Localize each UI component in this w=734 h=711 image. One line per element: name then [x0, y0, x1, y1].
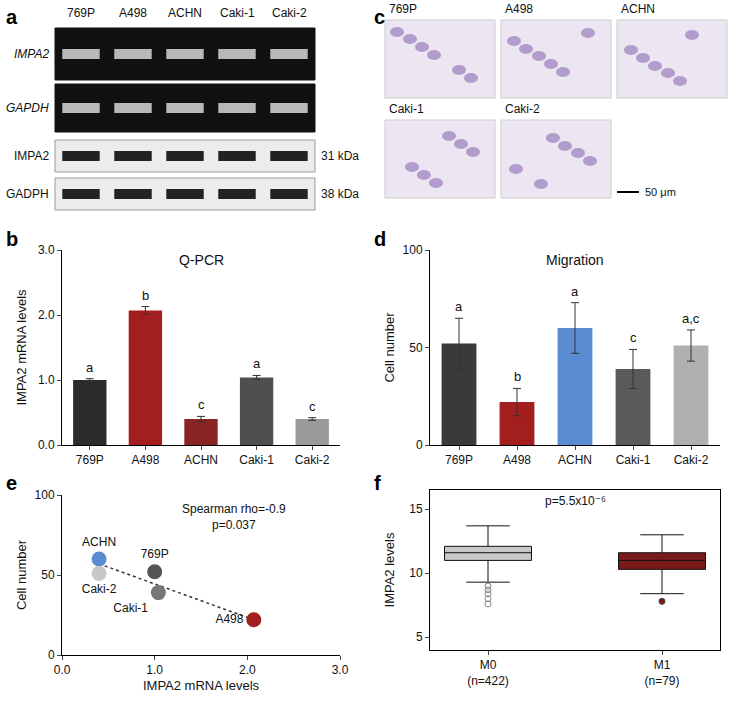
- svg-text:f: f: [374, 472, 381, 494]
- svg-text:a: a: [253, 356, 261, 371]
- svg-text:c: c: [198, 397, 205, 412]
- svg-text:b: b: [6, 228, 18, 250]
- svg-text:b: b: [142, 288, 149, 303]
- svg-text:Caki-2: Caki-2: [674, 453, 709, 467]
- svg-text:a: a: [571, 284, 579, 299]
- svg-text:Caki-1: Caki-1: [616, 453, 651, 467]
- svg-text:38 kDa: 38 kDa: [321, 187, 359, 201]
- svg-text:2.0: 2.0: [38, 308, 55, 322]
- svg-text:A498: A498: [119, 6, 147, 20]
- svg-text:769P: 769P: [67, 6, 95, 20]
- svg-text:3.0: 3.0: [38, 243, 55, 257]
- svg-text:Caki-1: Caki-1: [113, 601, 148, 615]
- svg-text:769P: 769P: [389, 2, 417, 16]
- svg-text:0: 0: [416, 438, 423, 452]
- svg-text:Caki-1: Caki-1: [220, 6, 255, 20]
- svg-text:e: e: [6, 472, 17, 494]
- svg-text:ACHN: ACHN: [82, 535, 116, 549]
- svg-text:Spearman rho=-0.9: Spearman rho=-0.9: [182, 502, 286, 516]
- svg-text:b: b: [514, 369, 521, 384]
- svg-text:IMPA2 levels: IMPA2 levels: [382, 532, 397, 607]
- svg-text:GAPDH: GAPDH: [6, 101, 49, 115]
- svg-text:Cell number: Cell number: [382, 312, 397, 383]
- svg-text:IMPA2 mRNA levels: IMPA2 mRNA levels: [143, 678, 260, 693]
- svg-text:c: c: [630, 330, 637, 345]
- svg-text:GADPH: GADPH: [6, 187, 49, 201]
- svg-text:c: c: [309, 399, 316, 414]
- svg-text:10: 10: [409, 566, 423, 580]
- svg-text:M1(n=79): M1(n=79): [644, 658, 679, 688]
- svg-text:a,c: a,c: [682, 311, 700, 326]
- svg-text:p=0.037: p=0.037: [212, 518, 256, 532]
- svg-text:ACHN: ACHN: [168, 6, 202, 20]
- svg-text:0.0: 0.0: [38, 438, 55, 452]
- svg-text:Q-PCR: Q-PCR: [179, 252, 224, 268]
- svg-text:M0(n=422): M0(n=422): [467, 658, 509, 688]
- svg-text:IMPA2 mRNA levels: IMPA2 mRNA levels: [14, 289, 29, 406]
- svg-text:Migration: Migration: [546, 252, 604, 268]
- svg-text:100: 100: [403, 243, 423, 257]
- svg-text:50: 50: [41, 568, 55, 582]
- svg-text:Caki-2: Caki-2: [505, 102, 540, 116]
- svg-text:ACHN: ACHN: [621, 2, 655, 16]
- svg-text:31 kDa: 31 kDa: [321, 149, 359, 163]
- svg-text:a: a: [455, 299, 463, 314]
- svg-text:Caki-2: Caki-2: [82, 582, 117, 596]
- svg-text:Cell number: Cell number: [14, 539, 29, 610]
- svg-text:50 μm: 50 μm: [645, 186, 676, 198]
- svg-text:a: a: [86, 360, 94, 375]
- svg-text:100: 100: [35, 488, 55, 502]
- svg-text:A498: A498: [503, 453, 531, 467]
- svg-text:1.0: 1.0: [146, 663, 163, 677]
- svg-text:ACHN: ACHN: [558, 453, 592, 467]
- svg-text:a: a: [6, 6, 18, 28]
- svg-text:5: 5: [416, 630, 423, 644]
- svg-text:Caki-2: Caki-2: [295, 453, 330, 467]
- svg-text:IMPA2: IMPA2: [14, 47, 49, 61]
- svg-text:1.0: 1.0: [38, 373, 55, 387]
- svg-text:c: c: [374, 6, 385, 28]
- svg-text:A498: A498: [215, 612, 243, 626]
- svg-text:769P: 769P: [76, 453, 104, 467]
- svg-text:Caki-1: Caki-1: [239, 453, 274, 467]
- svg-text:A498: A498: [505, 2, 533, 16]
- svg-text:Caki-1: Caki-1: [389, 102, 424, 116]
- svg-text:769P: 769P: [445, 453, 473, 467]
- svg-text:15: 15: [409, 502, 423, 516]
- svg-text:Caki-2: Caki-2: [272, 6, 307, 20]
- svg-text:IMPA2: IMPA2: [14, 149, 49, 163]
- svg-text:0: 0: [48, 648, 55, 662]
- svg-text:3.0: 3.0: [332, 663, 349, 677]
- svg-text:0.0: 0.0: [54, 663, 71, 677]
- svg-text:50: 50: [409, 341, 423, 355]
- svg-text:p=5.5x10⁻⁶: p=5.5x10⁻⁶: [545, 494, 606, 508]
- svg-text:2.0: 2.0: [239, 663, 256, 677]
- svg-text:d: d: [374, 228, 386, 250]
- svg-text:A498: A498: [131, 453, 159, 467]
- svg-text:769P: 769P: [141, 547, 169, 561]
- svg-text:ACHN: ACHN: [184, 453, 218, 467]
